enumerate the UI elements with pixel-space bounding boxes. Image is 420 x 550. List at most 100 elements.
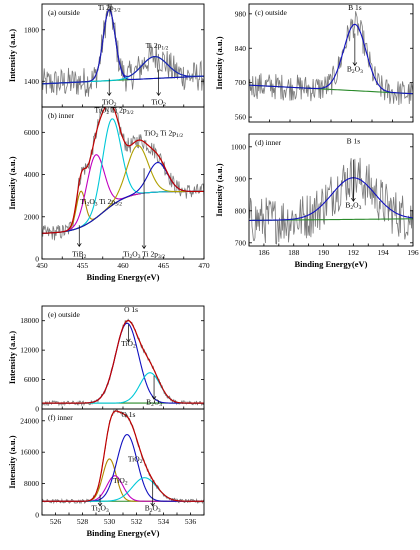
- annotation-arrowhead: [151, 395, 157, 400]
- x-tick-label: 465: [158, 261, 170, 270]
- panel-b: 0 2000 4000 6000 450 455 460 465 470 (b) inner Int…: [7, 105, 210, 282]
- x-tick-label: 190: [318, 248, 330, 257]
- panel-label: (c) outside: [255, 8, 288, 17]
- envelope-series: [42, 107, 204, 234]
- plot-area-b: [42, 107, 204, 241]
- peak-annotation: B2O3: [345, 201, 361, 212]
- x-tick-label: 455: [77, 261, 89, 270]
- annotation-arrowhead: [106, 92, 112, 97]
- axes-frame: [248, 3, 414, 123]
- y-axis-label: Intensity (a.u.): [7, 29, 17, 82]
- plot-area-d: [249, 157, 413, 245]
- peak-annotation: Ti2O3 Ti 2p3/2: [123, 249, 165, 260]
- panel-c: 560 700 840 980 (c) outside Intensity (a.u.) B…: [214, 3, 414, 123]
- fit-peak-0: [249, 177, 413, 221]
- fit-peak-0: [249, 23, 413, 95]
- fit-peak-1: [42, 372, 204, 404]
- peak-annotation: TiO2 Ti 2p3/2: [95, 105, 134, 116]
- y-axis-label: Intensity (a.u.): [214, 36, 224, 89]
- peak-annotation: TiO2: [121, 339, 136, 350]
- axes-frame: [41, 3, 205, 108]
- y-tick-label: 560: [235, 113, 247, 122]
- y-tick-label: 8000: [24, 479, 39, 488]
- y-tick-label: 6000: [24, 375, 39, 384]
- y-tick-label: 1800: [24, 25, 39, 34]
- y-tick-label: 900: [235, 174, 247, 183]
- y-tick-label: 12000: [20, 346, 39, 355]
- panel-d: 700 800 900 1000 186 188 190 192 194 196 (d) inner…: [214, 133, 419, 269]
- y-axis-label: Intensity (a.u.): [214, 163, 224, 216]
- fit-peak-0: [42, 322, 204, 404]
- envelope-series: [42, 410, 204, 502]
- peak-annotation: B 1s: [348, 3, 362, 12]
- y-tick-label: 1000: [231, 142, 246, 151]
- y-tick-label: 0: [35, 255, 39, 264]
- annotation-arrowhead: [97, 502, 103, 507]
- envelope-series: [42, 9, 204, 85]
- x-axis-label: Binding Energy(eV): [295, 259, 368, 269]
- peak-annotation: B 1s: [347, 137, 361, 146]
- y-tick-label: 800: [235, 206, 247, 215]
- raw-data-series: [249, 11, 413, 106]
- axes-frame: [41, 106, 205, 260]
- plot-area-f: [42, 409, 204, 505]
- x-tick-label: 528: [77, 517, 89, 526]
- peak-annotation: TiO2: [151, 97, 166, 108]
- y-tick-label: 700: [235, 78, 247, 87]
- y-tick-label: 1400: [24, 77, 39, 86]
- peak-annotation: B2O3: [146, 398, 162, 409]
- peak-annotation: TiO2 Ti 2p1/2: [144, 129, 183, 140]
- y-tick-label: 6000: [24, 128, 39, 137]
- annotation-arrowhead: [126, 338, 131, 343]
- y-tick-label: 2000: [24, 212, 39, 221]
- y-axis-label: Intensity (a.u.): [7, 331, 17, 384]
- axes-frame: [41, 305, 205, 410]
- peak-annotation: Ti2O3: [91, 503, 109, 514]
- panel-label: (b) inner: [48, 111, 75, 120]
- plot-area-a: [42, 4, 204, 97]
- y-axis-label: Intensity (a.u.): [7, 435, 17, 488]
- x-tick-label: 196: [407, 248, 419, 257]
- peak-annotation: B2O3: [347, 65, 363, 76]
- y-tick-label: 840: [235, 44, 247, 53]
- x-tick-label: 192: [348, 248, 360, 257]
- y-tick-label: 4000: [24, 170, 39, 179]
- annotation-arrowhead: [156, 92, 161, 97]
- y-tick-label: 18000: [20, 316, 39, 325]
- x-tick-label: 526: [50, 517, 62, 526]
- peak-annotation: TiO2: [128, 455, 143, 466]
- x-tick-label: 532: [131, 517, 143, 526]
- panel-label: (a) outside: [48, 8, 81, 17]
- peak-annotation: Ti 2p3/2: [98, 3, 121, 14]
- x-tick-label: 536: [185, 517, 197, 526]
- x-tick-label: 530: [104, 517, 116, 526]
- y-tick-label: 0: [35, 511, 39, 520]
- peak-annotation: Ti 2p1/2: [146, 41, 169, 52]
- x-tick-label: 194: [378, 248, 390, 257]
- y-axis-label: Intensity (a.u.): [7, 156, 17, 209]
- peak-annotation: O 1s: [121, 410, 135, 419]
- raw-data-series: [42, 4, 204, 97]
- peak-annotation: O 1s: [124, 305, 138, 314]
- panel-label: (d) inner: [255, 138, 282, 147]
- y-tick-label: 24000: [20, 416, 39, 425]
- peak-annotation: B2O3: [145, 503, 161, 514]
- axes-frame: [248, 133, 414, 247]
- plot-area-c: [249, 11, 413, 106]
- annotation-arrowhead: [76, 243, 82, 247]
- peak-annotation: TiO2: [113, 476, 128, 487]
- x-tick-label: 188: [288, 248, 300, 257]
- peak-annotation: TiB2: [72, 249, 86, 260]
- fit-peak-2: [42, 433, 204, 502]
- y-tick-label: 700: [235, 238, 247, 247]
- raw-data-series: [249, 157, 413, 245]
- envelope-series: [42, 319, 204, 404]
- x-axis-label: Binding Energy(eV): [87, 528, 160, 538]
- x-tick-label: 460: [117, 261, 129, 270]
- raw-data-series: [42, 318, 204, 407]
- y-tick-label: 16000: [20, 448, 39, 457]
- panel-label: (e) outside: [48, 310, 81, 319]
- peak-annotation: TiO2: [102, 97, 117, 108]
- annotation-arrowhead: [352, 62, 358, 67]
